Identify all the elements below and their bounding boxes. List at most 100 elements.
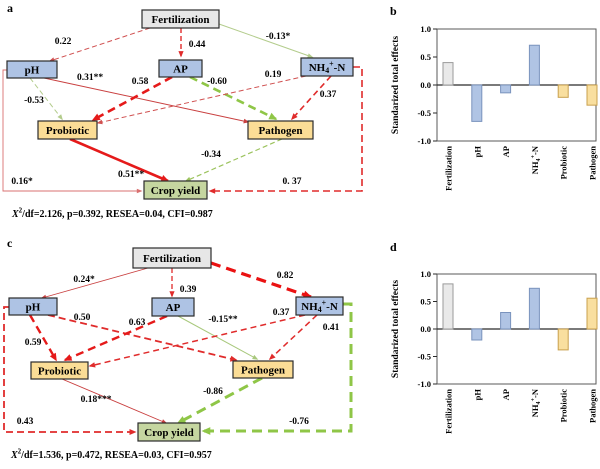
arrowhead-pathogen [268,112,278,120]
sem-diagram-a: Fertilization pH AP NH4+-N Probiotic Pathogen… [2,9,363,200]
arrowhead-crop [176,416,187,424]
bar-ap [500,312,512,330]
path-pathogen-to-crop [177,376,263,425]
fit-statistics-c-text: /df=1.536, p=0.472, RESEA=0.03, CFI=0.95… [21,450,212,461]
path-ph-to-crop [2,69,141,192]
arrowhead-nh4 [307,53,314,58]
coefficient-ap-to-probiotic: 0.63 [129,318,146,328]
arrowhead-crop [129,429,137,435]
node-probiotic [37,120,98,140]
chi-square-symbol: X [12,209,19,220]
node-nh4 [295,296,344,316]
arrowhead-probiotic [49,352,57,362]
coefficient-fertilization-to-ap: 0.39 [180,285,197,295]
x-label-pathogen: Pathogen [588,389,598,423]
node-fertilization [141,9,220,29]
path-ph-to-crop [3,306,135,433]
coefficient-nh4-to-probiotic: 0.37 [273,308,290,318]
path-nh4-to-probiotic [89,314,306,367]
x-label-ph: pH [472,389,482,401]
x-label-nh4-n: NH4+-N [530,388,542,417]
coefficient-nh4-to-crop: -0.76 [289,417,309,427]
bar-fertilization [442,283,454,330]
bar-nh4-n [528,44,540,86]
chi-square-exponent: 2 [18,206,23,215]
arrowhead-probiotic [91,113,101,121]
x-label-fertilization: Fertilization [444,389,454,434]
panel-label-b: b [390,4,397,18]
node-label-fertilization: Fertilization [151,14,209,26]
y-tick-label-1-0: 1.0 [420,24,431,34]
panel-label-c: c [7,236,13,250]
path-fertilization-to-nh4 [218,23,313,58]
coefficient-ph-to-crop: 0.16* [11,177,33,187]
path-ap-to-probiotic [64,314,168,362]
x-label-nh4-n: NH4+-N [530,145,542,174]
coefficient-nh4-to-pathogen: 0.37 [320,90,337,100]
arrowhead-pathogen [291,113,298,121]
node-pathogen [247,120,314,140]
arrowhead-pathogen [268,353,276,360]
y-tick-label-0-5: -0.5 [418,352,431,362]
fit-statistics-c: X2/df=1.536, p=0.472, RESEA=0.03, CFI=0.… [11,447,212,461]
y-axis-title: Standarized total effects [391,36,401,134]
chi-square-symbol: X [11,450,18,461]
coefficient-fertilization-to-ap: 0.44 [189,40,206,50]
path-nh4-to-crop [210,66,363,192]
node-label-ap: AP [166,302,181,314]
coefficient-ap-to-pathogen: -0.60 [207,77,227,87]
x-label-probiotic: Probiotic [559,146,569,180]
y-tick-label-0-5: 0.5 [420,297,431,307]
sem-diagram-c: Fertilization pH AP NH4+-N Probiotic Pathogen… [3,247,353,442]
arrowhead-crop [208,188,216,194]
node-label-crop: Crop yield [151,185,201,197]
path-ph-to-probiotic [28,314,58,361]
x-label-ph: pH [472,146,482,158]
x-label-ap: AP [501,146,511,157]
coefficient-pathogen-to-crop: -0.86 [203,387,223,397]
node-label-pathogen: Pathogen [241,364,285,376]
coefficient-ph-to-crop: 0.43 [17,417,34,427]
panel-label-a: a [7,1,13,15]
x-label-ap: AP [501,389,511,400]
coefficient-nh4-to-crop: 0. 37 [283,177,302,187]
fit-statistics-a: X2/df=2.126, p=0.392, RESEA=0.04, CFI=0.… [12,206,213,220]
coefficient-probiotic-to-crop: 0.51** [118,170,144,180]
node-crop [143,180,208,200]
path-probiotic-to-crop [61,378,167,424]
arrowhead-crop [201,427,211,435]
path-nh4-to-crop [203,302,353,433]
path-ap-to-probiotic [92,75,173,122]
node-ap [158,59,203,78]
chi-square-exponent: 2 [17,447,22,456]
y-tick-label-0-5: -0.5 [418,108,431,118]
bar-chart-d: 1.0 0.5 0.0 -0.5 -1.0 Fertilization pH AP NH4+-N… [391,269,598,434]
path-fertilization-to-nh4 [210,261,312,299]
y-tick-label-0-5: 0.5 [420,52,431,62]
path-ph-to-probiotic [29,77,63,120]
node-crop [137,422,201,442]
y-tick-label-1-0: 1.0 [420,269,431,279]
coefficient-nh4-to-pathogen: 0.41 [323,323,340,333]
arrowhead-probiotic [88,362,96,368]
bar-fertilization [442,62,454,86]
coefficient-probiotic-to-crop: 0.18*** [81,395,112,405]
node-probiotic [30,361,89,380]
node-ph [6,60,58,79]
node-label-probiotic: Probiotic [46,125,89,137]
node-label-ph: pH [26,301,41,313]
node-label-nh4: NH4+-N [309,60,346,76]
panel-label-d: d [390,240,397,254]
path-nh4-to-pathogen [269,314,318,360]
arrowhead-probiotic [63,354,73,361]
path-pathogen-to-crop [185,138,283,182]
coefficient-ph-to-pathogen: 0.50 [74,313,91,323]
y-tick-label-0-0: 0.0 [420,324,431,334]
node-label-fertilization: Fertilization [143,253,201,265]
coefficient-nh4-to-probiotic: 0.19 [265,70,282,80]
arrowhead-pathogen [252,354,259,360]
node-fertilization [132,247,212,269]
coefficient-ap-to-probiotic: 0.58 [132,77,149,87]
node-ap [151,297,195,317]
